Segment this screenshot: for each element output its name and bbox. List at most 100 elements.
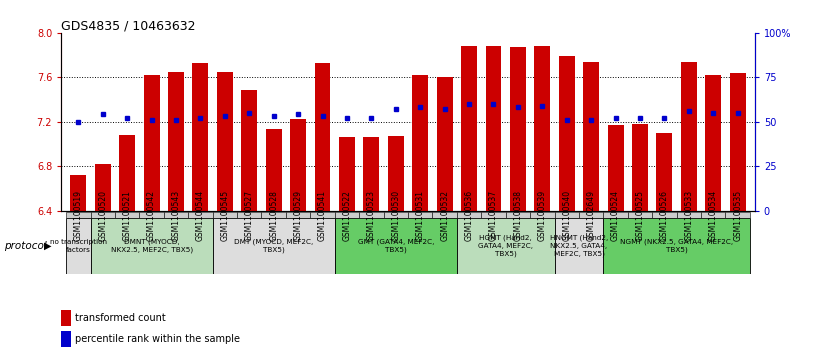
Text: GSM1100522: GSM1100522	[343, 189, 352, 241]
Bar	[119, 135, 135, 211]
Text: GSM1100543: GSM1100543	[171, 189, 180, 241]
Bar	[140, 212, 164, 218]
Bar	[555, 212, 579, 218]
Bar	[730, 73, 746, 211]
Bar	[701, 212, 725, 218]
Bar	[217, 72, 233, 211]
Text: GSM1100532: GSM1100532	[440, 189, 449, 241]
Bar	[213, 212, 237, 218]
Text: GSM1100523: GSM1100523	[367, 189, 376, 241]
Text: GSM1100545: GSM1100545	[220, 189, 229, 241]
Bar	[555, 218, 603, 274]
Bar	[310, 212, 335, 218]
Bar	[437, 77, 453, 211]
Text: GSM1100524: GSM1100524	[611, 189, 620, 241]
Text: GSM1100544: GSM1100544	[196, 189, 205, 241]
Bar	[412, 75, 428, 211]
Text: GSM1100533: GSM1100533	[685, 189, 694, 241]
Bar	[583, 62, 599, 211]
Text: GSM1100541: GSM1100541	[318, 189, 327, 241]
Bar	[603, 212, 628, 218]
Bar	[144, 75, 159, 211]
Bar	[335, 212, 359, 218]
Bar	[432, 212, 457, 218]
Bar	[266, 129, 282, 211]
Bar	[359, 212, 384, 218]
Bar	[61, 310, 72, 326]
Bar	[681, 62, 697, 211]
Text: GDS4835 / 10463632: GDS4835 / 10463632	[61, 20, 196, 33]
Bar	[632, 124, 648, 211]
Bar	[388, 136, 404, 211]
Text: GSM1100520: GSM1100520	[98, 189, 107, 241]
Bar	[193, 63, 208, 211]
Text: GSM1102649: GSM1102649	[587, 189, 596, 241]
Bar	[408, 212, 432, 218]
Text: GSM1100521: GSM1100521	[122, 189, 131, 241]
Bar	[91, 218, 213, 274]
Text: HNGMT (Hand2,
NKX2.5, GATA4,
MEF2C, TBX5): HNGMT (Hand2, NKX2.5, GATA4, MEF2C, TBX5…	[550, 235, 608, 257]
Bar	[91, 212, 115, 218]
Bar	[237, 212, 261, 218]
Bar	[335, 218, 457, 274]
Text: GSM1100519: GSM1100519	[73, 189, 82, 241]
Bar	[61, 331, 72, 347]
Text: GSM1100536: GSM1100536	[464, 189, 473, 241]
Text: protocol: protocol	[4, 241, 47, 251]
Bar	[70, 175, 86, 211]
Text: GSM1100530: GSM1100530	[392, 189, 401, 241]
Bar	[705, 75, 721, 211]
Bar	[510, 47, 526, 211]
Bar	[168, 72, 184, 211]
Text: GSM1100534: GSM1100534	[709, 189, 718, 241]
Text: no transcription
factors: no transcription factors	[50, 239, 107, 253]
Text: GSM1100527: GSM1100527	[245, 189, 254, 241]
Text: GSM1100537: GSM1100537	[489, 189, 498, 241]
Text: GSM1100531: GSM1100531	[415, 189, 424, 241]
Text: GSM1100526: GSM1100526	[660, 189, 669, 241]
Bar	[457, 212, 481, 218]
Bar	[579, 212, 603, 218]
Bar	[290, 119, 306, 211]
Bar	[559, 56, 574, 211]
Text: transformed count: transformed count	[75, 313, 166, 323]
Bar	[506, 212, 530, 218]
Text: GSM1100542: GSM1100542	[147, 189, 156, 241]
Bar	[534, 46, 550, 211]
Bar	[603, 218, 750, 274]
Bar	[66, 218, 91, 274]
Text: GSM1100539: GSM1100539	[538, 189, 547, 241]
Bar	[261, 212, 286, 218]
Bar	[95, 164, 111, 211]
Text: DMNT (MYOCD,
NKX2.5, MEF2C, TBX5): DMNT (MYOCD, NKX2.5, MEF2C, TBX5)	[110, 239, 193, 253]
Bar	[657, 133, 672, 211]
Text: percentile rank within the sample: percentile rank within the sample	[75, 334, 241, 344]
Bar	[66, 212, 91, 218]
Bar	[608, 125, 623, 211]
Bar	[461, 46, 477, 211]
Text: NGMT (NKX2.5, GATA4, MEF2C,
TBX5): NGMT (NKX2.5, GATA4, MEF2C, TBX5)	[620, 239, 734, 253]
Bar	[481, 212, 506, 218]
Bar	[652, 212, 676, 218]
Bar	[363, 137, 379, 211]
Bar	[725, 212, 750, 218]
Bar	[242, 90, 257, 211]
Bar	[628, 212, 652, 218]
Bar	[213, 218, 335, 274]
Bar	[188, 212, 213, 218]
Bar	[486, 46, 501, 211]
Text: GSM1100528: GSM1100528	[269, 189, 278, 241]
Text: GMT (GATA4, MEF2C,
TBX5): GMT (GATA4, MEF2C, TBX5)	[357, 239, 434, 253]
Text: ▶: ▶	[44, 241, 51, 251]
Bar	[286, 212, 310, 218]
Text: GSM1100535: GSM1100535	[734, 189, 743, 241]
Bar	[530, 212, 555, 218]
Text: GSM1100529: GSM1100529	[294, 189, 303, 241]
Text: GSM1100540: GSM1100540	[562, 189, 571, 241]
Bar	[339, 137, 355, 211]
Bar	[457, 218, 555, 274]
Bar	[315, 63, 330, 211]
Text: GSM1100525: GSM1100525	[636, 189, 645, 241]
Text: GSM1100538: GSM1100538	[513, 189, 522, 241]
Bar	[164, 212, 188, 218]
